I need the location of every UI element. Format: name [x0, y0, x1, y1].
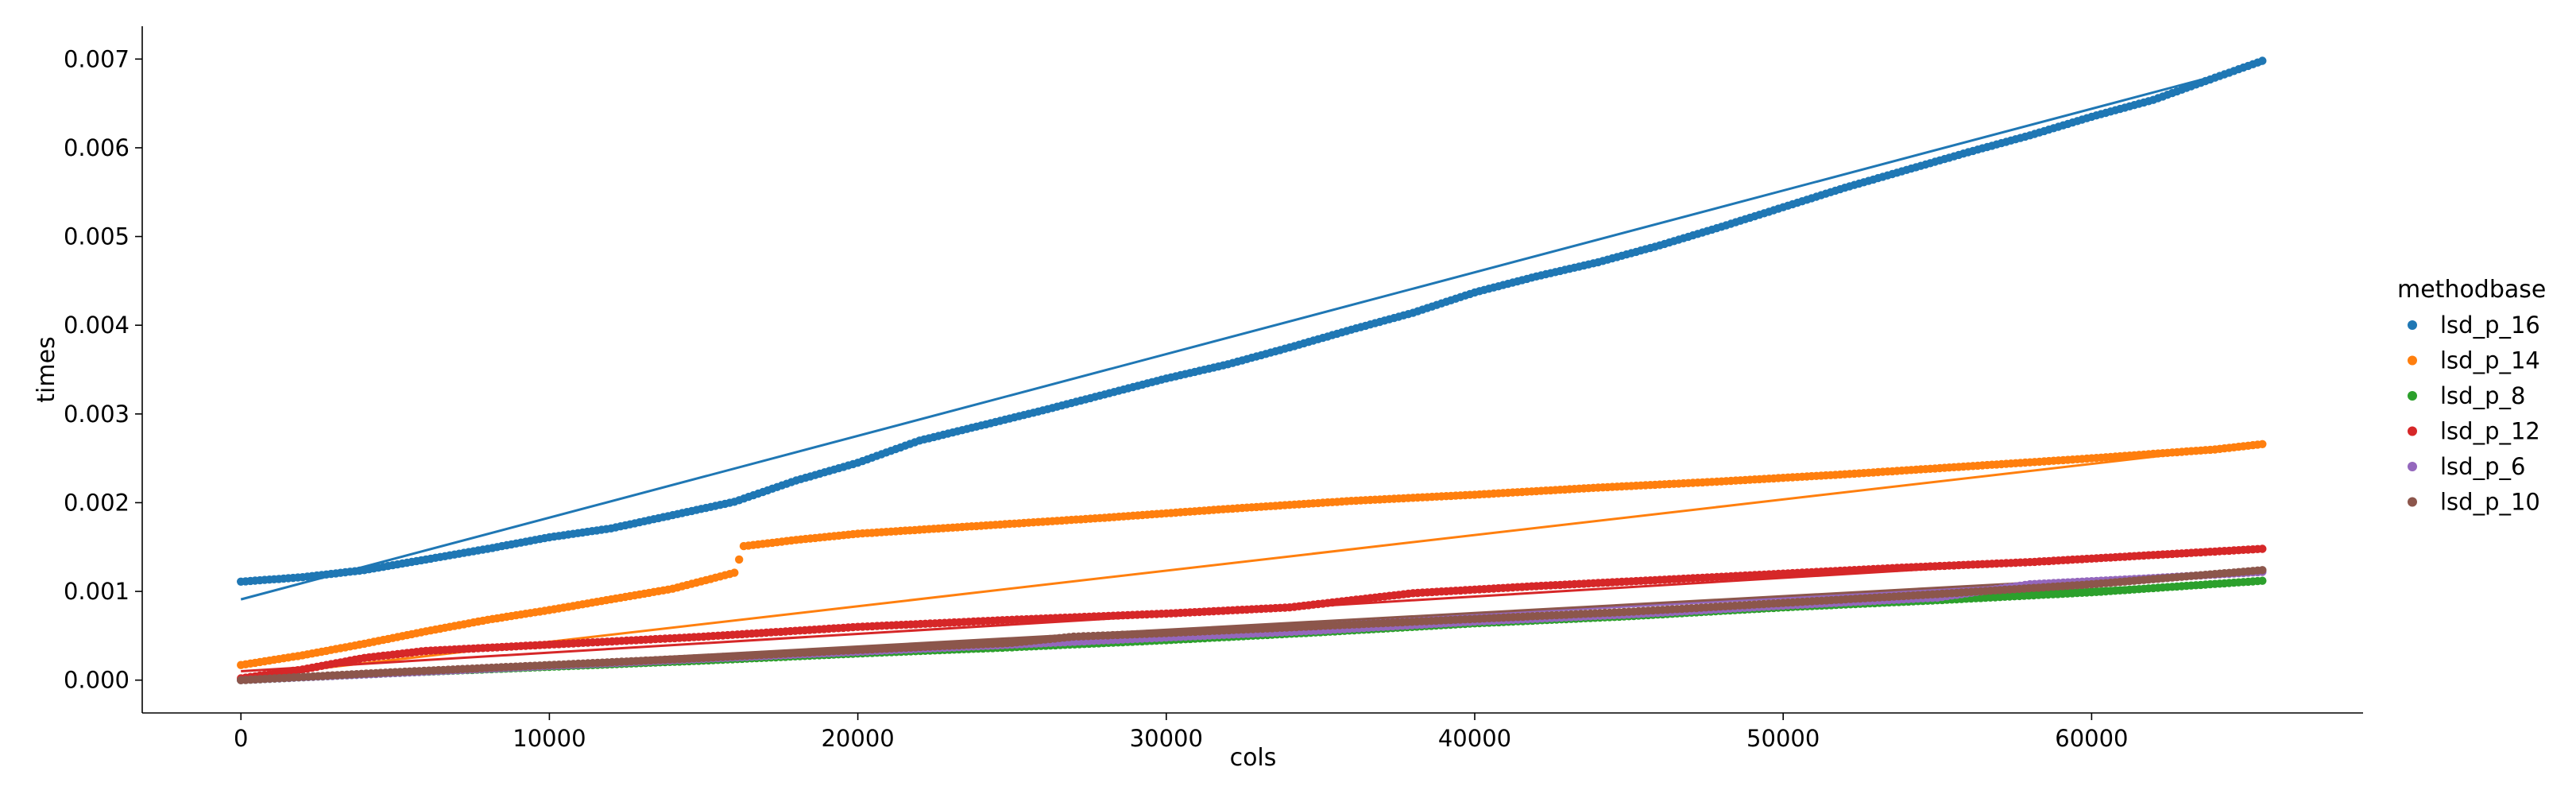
- legend-marker-lsd_p_16: [2408, 320, 2417, 330]
- x-tick-label: 40000: [1438, 725, 1511, 752]
- legend-marker-lsd_p_10: [2408, 497, 2417, 507]
- legend: methodbase lsd_p_16 lsd_p_14 lsd_p_8 lsd_p_…: [2397, 276, 2546, 516]
- x-tick-label: 0: [234, 725, 248, 752]
- y-tick-label: 0.003: [64, 401, 130, 428]
- regression-line-lsd_p_14: [241, 443, 2263, 679]
- axes: [141, 26, 2363, 714]
- x-tick-label: 60000: [2055, 725, 2128, 752]
- legend-marker-lsd_p_8: [2408, 391, 2417, 401]
- x-ticks: 0 10000 20000 30000 40000 50000 60000: [234, 713, 2129, 752]
- legend-marker-lsd_p_14: [2408, 355, 2417, 366]
- legend-marker-lsd_p_12: [2408, 426, 2417, 436]
- data-point-lsd_p_12: [2258, 544, 2267, 553]
- data-point-lsd_p_10: [2258, 566, 2267, 575]
- legend-label: lsd_p_14: [2440, 347, 2540, 374]
- x-axis-label: cols: [1230, 744, 1277, 772]
- legend-label: lsd_p_12: [2440, 418, 2540, 445]
- y-tick-label: 0.005: [64, 223, 130, 250]
- y-tick-label: 0.002: [64, 489, 130, 516]
- data-point-lsd_p_8: [2258, 576, 2267, 585]
- x-tick-label: 30000: [1130, 725, 1203, 752]
- regression-line-lsd_p_16: [240, 62, 2263, 601]
- y-tick-label: 0.001: [64, 578, 130, 605]
- data-point-lsd_p_14: [2258, 440, 2267, 448]
- legend-label: lsd_p_6: [2440, 453, 2525, 480]
- data-points: [237, 56, 2267, 684]
- data-point-lsd_p_14: [735, 555, 744, 564]
- data-point-lsd_p_14: [730, 568, 739, 577]
- y-tick-label: 0.000: [64, 667, 130, 694]
- y-ticks: 0.000 0.001 0.002 0.003 0.004 0.005 0.006 0.007: [64, 45, 142, 694]
- y-tick-label: 0.004: [64, 312, 130, 339]
- legend-label: lsd_p_16: [2440, 312, 2540, 339]
- y-tick-label: 0.007: [64, 45, 130, 72]
- legend-label: lsd_p_8: [2440, 382, 2525, 409]
- legend-marker-lsd_p_6: [2408, 462, 2417, 471]
- legend-title: methodbase: [2397, 276, 2546, 304]
- x-tick-label: 10000: [512, 725, 586, 752]
- x-tick-label: 50000: [1746, 725, 1820, 752]
- y-axis-label: times: [33, 336, 60, 402]
- legend-label: lsd_p_10: [2440, 489, 2540, 516]
- x-tick-label: 20000: [821, 725, 894, 752]
- y-tick-label: 0.006: [64, 134, 130, 161]
- data-point-lsd_p_16: [2258, 56, 2267, 65]
